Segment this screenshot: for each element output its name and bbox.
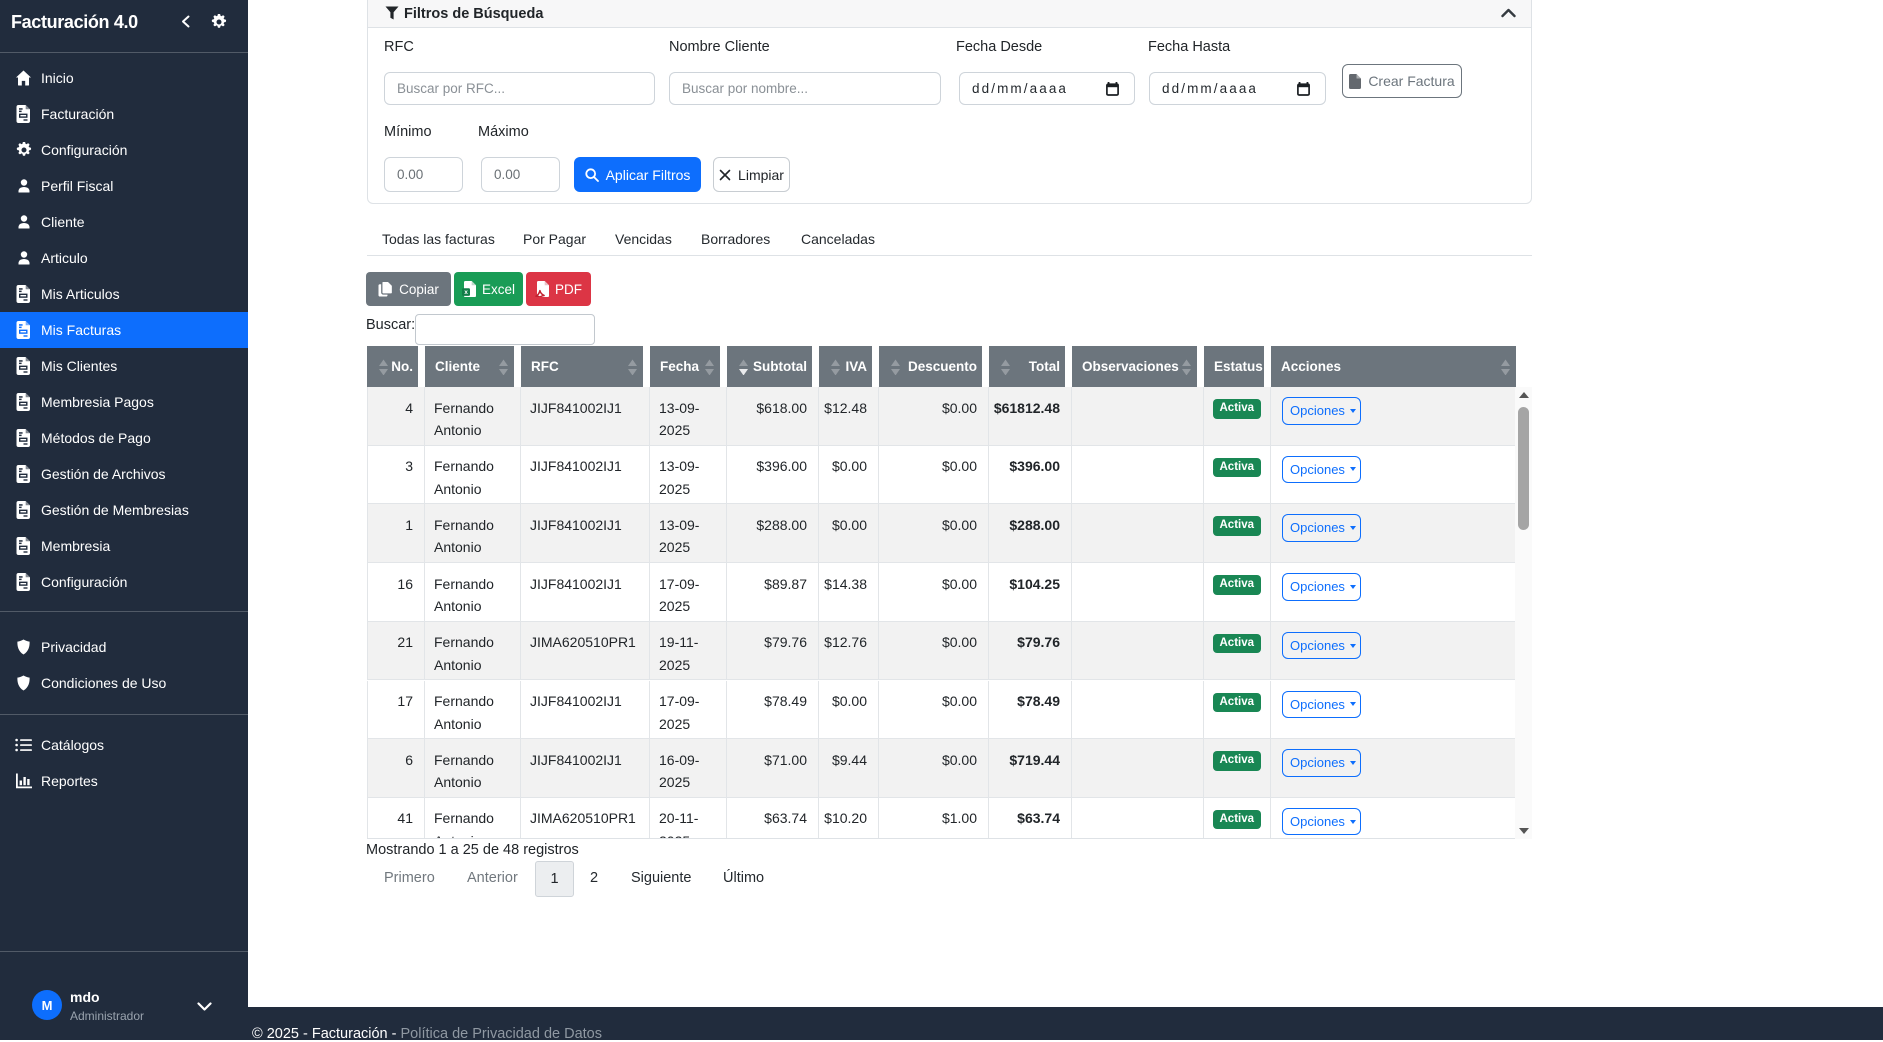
svg-text:x: x [464, 289, 468, 296]
